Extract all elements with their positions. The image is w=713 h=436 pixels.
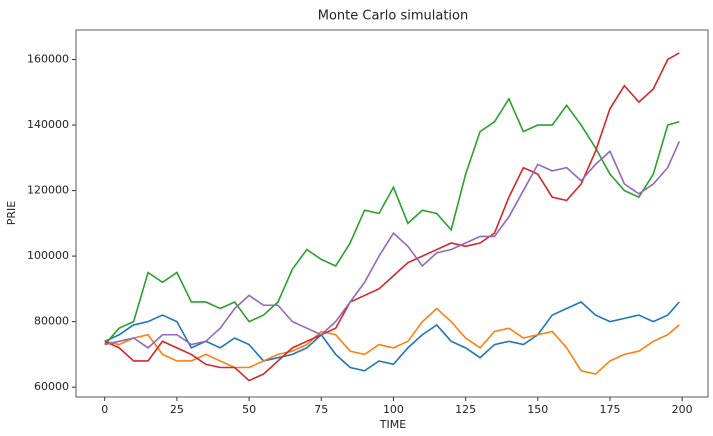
y-axis-label: PRIE [5, 201, 18, 226]
chart-title: Monte Carlo simulation [318, 9, 469, 24]
y-tick-label: 100000 [27, 249, 69, 262]
x-tick-label: 125 [455, 403, 476, 416]
y-tick-label: 140000 [27, 118, 69, 131]
series-line [104, 141, 681, 349]
x-tick-label: 100 [383, 403, 404, 416]
x-tick-label: 75 [314, 403, 328, 416]
plot-frame [75, 29, 709, 398]
x-tick-label: 25 [170, 403, 184, 416]
x-tick-label: 175 [599, 403, 620, 416]
x-tick-label: 150 [527, 403, 548, 416]
x-tick-label: 50 [242, 403, 256, 416]
x-tick-label: 200 [672, 403, 693, 416]
series-line [104, 97, 680, 346]
series-line [104, 52, 680, 382]
y-tick-label: 60000 [34, 380, 69, 393]
x-axis-label: TIME [379, 418, 406, 431]
x-tick-label: 0 [101, 403, 108, 416]
y-tick-label: 80000 [34, 315, 69, 328]
series-line [104, 307, 680, 375]
y-tick-label: 120000 [27, 184, 69, 197]
series-line [104, 301, 680, 372]
y-tick-label: 160000 [27, 52, 69, 65]
